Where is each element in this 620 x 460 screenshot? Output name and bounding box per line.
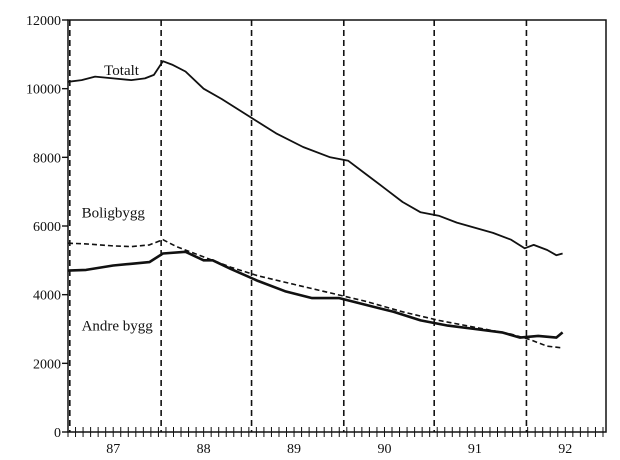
annotation-totalt: Totalt bbox=[104, 63, 140, 79]
y-tick-label-8000: 8000 bbox=[33, 151, 61, 166]
x-tick-label-90: 90 bbox=[377, 442, 391, 457]
y-tick-label-0: 0 bbox=[54, 426, 61, 441]
x-tick-label-89: 89 bbox=[287, 442, 301, 457]
vertical-dashed-lines bbox=[69, 20, 528, 432]
y-axis: 0 2000 4000 6000 8000 10000 12000 bbox=[26, 14, 68, 441]
series-layer bbox=[67, 60, 564, 349]
annotations: Totalt Boligbygg Andre bygg bbox=[82, 63, 154, 335]
x-tick-label-92: 92 bbox=[558, 442, 572, 457]
series-line-totalt bbox=[67, 60, 563, 257]
annotation-boligbygg: Boligbygg bbox=[82, 205, 146, 221]
y-tick-label-6000: 6000 bbox=[33, 220, 61, 235]
x-tick-label-88: 88 bbox=[197, 442, 211, 457]
x-tick-label-91: 91 bbox=[468, 442, 482, 457]
x-tick-label-87: 87 bbox=[106, 442, 120, 457]
y-tick-label-2000: 2000 bbox=[33, 357, 61, 372]
y-tick-label-12000: 12000 bbox=[26, 14, 61, 29]
plot-frame bbox=[67, 19, 607, 433]
annotation-andre-bygg: Andre bygg bbox=[82, 319, 154, 335]
y-tick-label-10000: 10000 bbox=[26, 83, 61, 98]
y-tick-label-4000: 4000 bbox=[33, 289, 61, 304]
series-line-andre-bygg bbox=[67, 250, 564, 339]
x-axis: 87 88 89 90 91 92 bbox=[67, 427, 604, 457]
